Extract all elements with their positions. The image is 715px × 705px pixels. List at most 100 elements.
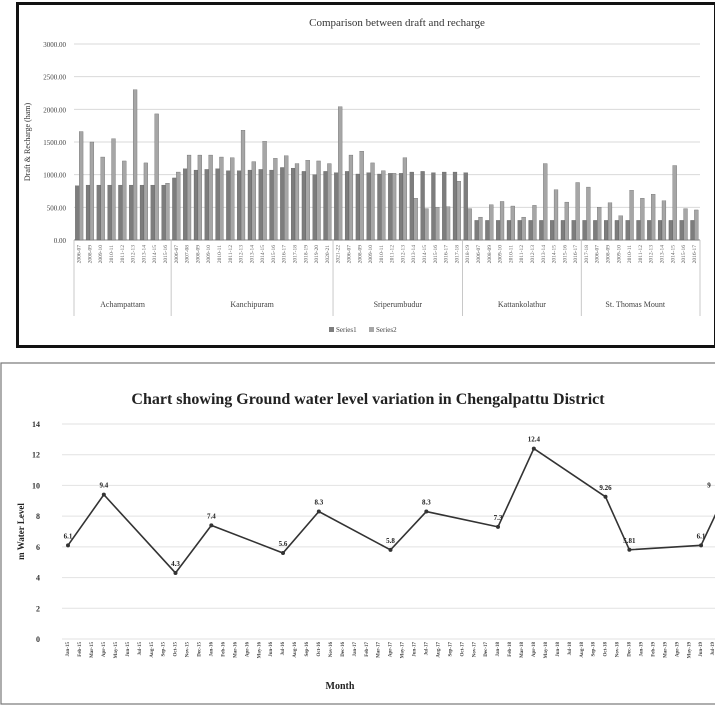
x-tick-label: Apr-15 [102,642,107,658]
x-tick-label: Feb-15 [78,642,83,657]
y-tick-label: 4 [36,574,40,583]
bar [499,201,505,241]
chart-frame [0,362,715,705]
bar [262,141,267,241]
data-label: 9 [707,482,711,490]
bar [402,157,408,241]
x-tick-label: 2009-10 [368,245,374,264]
data-label: 7.3 [494,514,503,522]
x-tick-label: Jun-15 [126,642,131,657]
x-tick-label: 2017-18 [584,245,590,264]
x-tick-label: 2009-10 [498,245,504,264]
bar [197,154,202,241]
y-tick-label: 1500.00 [43,139,66,147]
data-label: 4.3 [171,560,180,568]
x-tick-label: Aug-18 [580,642,585,658]
x-tick-label: 2010-11 [379,245,385,263]
x-tick-label: 2011-12 [638,245,644,263]
x-tick-label: Nov-16 [329,642,334,658]
x-tick-label: Dec-15 [198,642,203,657]
data-point [173,570,178,575]
x-tick-label: 2011-12 [228,245,234,263]
bar [129,184,134,241]
x-tick-label: 2013-14 [411,245,417,264]
x-tick-label: 2006-07 [174,245,180,264]
x-tick-label: Jan-15 [66,642,71,657]
bar [636,220,641,241]
bar [489,204,494,241]
bar [564,201,569,241]
x-tick-label: 2013-14 [249,245,255,264]
y-tick-label: 2500.00 [43,74,66,82]
data-point [627,547,632,552]
x-tick-label: 2014-15 [422,245,428,264]
bar [467,208,472,241]
y-axis-label: m Water Level [16,503,26,560]
x-tick-label: Sep-18 [592,642,597,657]
bar [291,167,296,241]
bar [571,220,576,241]
bar [539,220,544,241]
bar [79,131,84,241]
x-tick-label: Aug-15 [150,642,155,658]
bar [607,202,613,241]
x-tick-label: 2010-11 [109,245,115,263]
bar [85,184,91,241]
data-point [603,494,608,499]
bar [657,220,663,241]
bar [485,220,490,241]
x-tick-label: 2017-18 [454,245,460,264]
bar [316,160,321,241]
bar [139,184,145,241]
group-label: Kanchipuram [230,300,274,309]
bar [629,190,634,241]
bar [355,173,360,241]
x-tick-label: Feb-17 [365,642,370,657]
x-tick-label: Jun-16 [269,642,274,657]
data-label: 5.8 [386,537,395,545]
data-label: 9.4 [99,482,108,490]
bar [478,216,483,241]
x-tick-label: 2011-12 [120,245,126,263]
bar [672,165,677,241]
bar [625,220,630,241]
x-tick-label: Jul-18 [568,642,573,656]
x-tick-label: Oct-17 [460,642,465,657]
y-tick-label: 2000.00 [43,106,66,114]
x-tick-label: 2021-22 [336,245,342,264]
legend-label: Series2 [376,326,397,334]
bar [143,162,148,241]
bar [186,154,192,241]
data-point [66,543,70,548]
bar [553,189,559,241]
bar [582,220,587,241]
x-tick-label: Aug-17 [436,642,441,658]
x-tick-label: 2014-15 [670,245,676,264]
x-tick-label: 2015-16 [163,245,169,264]
x-tick-label: 2008-09 [195,245,201,264]
bar [445,206,451,241]
bar [381,170,386,241]
bar [118,184,123,241]
data-point [388,547,393,552]
bar [413,198,418,241]
bar [575,182,580,241]
x-tick-label: 2006-07 [476,245,482,264]
bar [398,173,404,241]
bar [323,171,328,241]
x-tick-label: 2015-16 [562,245,568,264]
y-axis-label: Draft & Recharge (ham) [23,103,32,182]
x-tick-label: Jan-19 [639,642,644,657]
data-label: 8.3 [422,499,431,507]
x-tick-label: 2015-16 [681,245,687,264]
bar [165,183,170,241]
data-point [281,551,285,555]
x-tick-label: Aug-16 [293,642,298,658]
x-tick-label: 2012-13 [530,245,536,264]
x-tick-label: 2016-17 [282,245,288,264]
bar [442,171,447,241]
bar [273,158,278,241]
bar [521,216,526,241]
x-tick-label: Apr-18 [532,642,537,658]
bar [344,171,350,241]
